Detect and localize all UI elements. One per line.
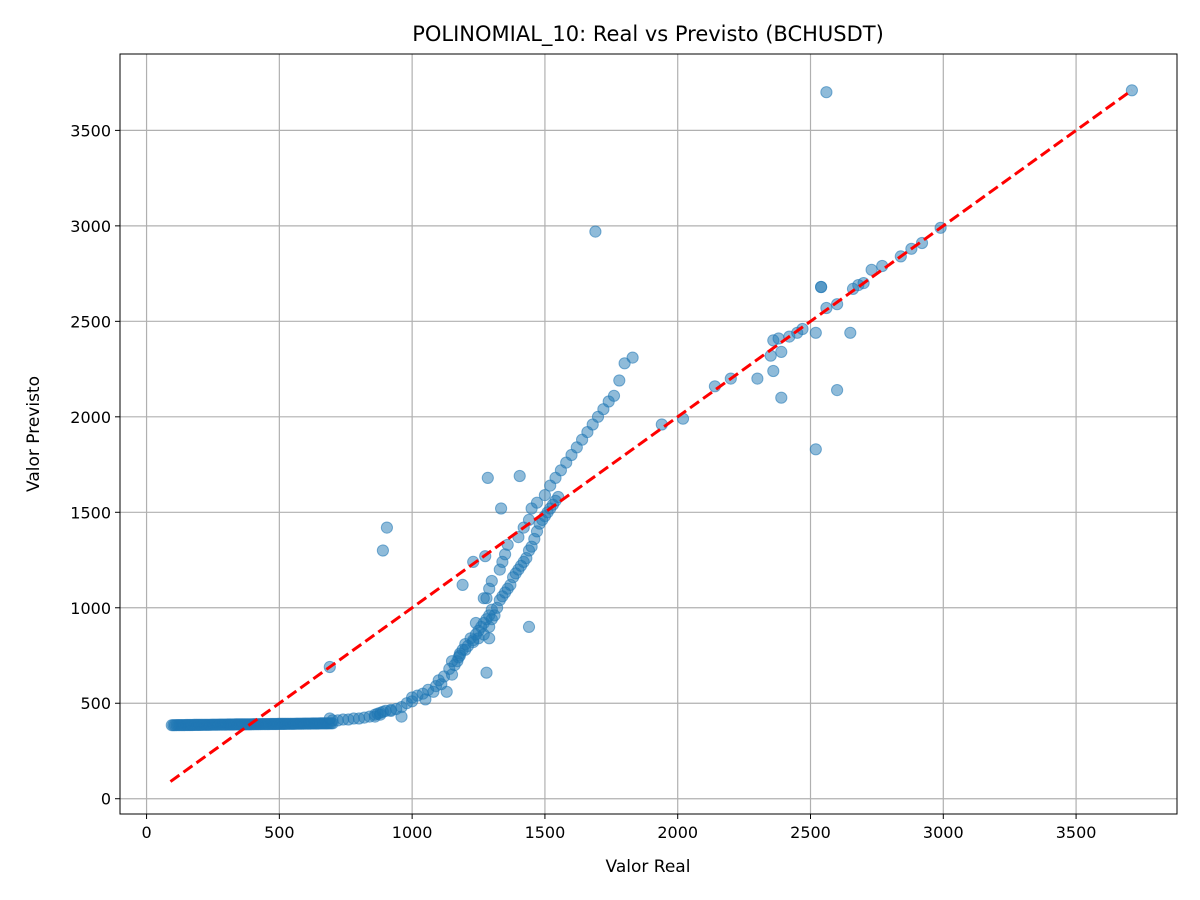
y-tick-label: 1500: [70, 503, 111, 522]
data-point: [589, 225, 602, 238]
y-tick-label: 2500: [70, 312, 111, 331]
data-point: [477, 592, 490, 605]
data-point: [796, 322, 809, 336]
x-axis-ticks: 0 500 1000 1500 2000 2500 3000 3500: [141, 814, 1096, 842]
data-point: [775, 345, 788, 358]
data-point: [809, 443, 822, 456]
y-axis-label: Valor Previsto: [24, 376, 44, 492]
chart-title: POLINOMIAL_10: Real vs Previsto (BCHUSDT…: [412, 22, 884, 47]
x-tick-label: 2000: [657, 823, 698, 842]
y-tick-label: 1000: [70, 599, 111, 618]
reference-line: [169, 89, 1133, 783]
x-tick-label: 3500: [1056, 823, 1097, 842]
data-point: [844, 326, 857, 339]
data-point: [395, 710, 408, 723]
data-point: [485, 574, 498, 588]
x-tick-label: 3000: [923, 823, 964, 842]
grid: [120, 54, 1177, 814]
data-point: [440, 685, 453, 698]
data-point: [380, 521, 393, 534]
data-point: [820, 86, 833, 99]
y-tick-label: 0: [101, 790, 111, 809]
x-axis-label: Valor Real: [606, 857, 691, 877]
reference-line-layer: [169, 89, 1133, 783]
data-point: [626, 351, 639, 364]
data-point: [480, 666, 493, 679]
data-point: [1125, 84, 1139, 97]
data-point: [384, 704, 397, 718]
y-tick-label: 3500: [70, 121, 111, 140]
y-tick-label: 3000: [70, 217, 111, 236]
data-point: [767, 364, 780, 378]
data-point: [376, 544, 389, 557]
data-point: [459, 643, 472, 656]
data-point: [865, 263, 878, 276]
data-point: [607, 389, 621, 402]
x-tick-label: 1500: [525, 823, 566, 842]
data-point: [530, 496, 544, 509]
data-point: [538, 489, 552, 502]
x-tick-label: 0: [141, 823, 151, 842]
y-tick-label: 2000: [70, 408, 111, 427]
x-tick-label: 2500: [790, 823, 831, 842]
x-tick-label: 500: [264, 823, 295, 842]
data-point: [481, 471, 494, 484]
data-point: [469, 616, 482, 630]
data-point: [815, 280, 828, 294]
plot-area-frame: [119, 53, 1178, 815]
data-point: [501, 538, 514, 551]
data-point: [775, 391, 788, 404]
data-point: [809, 326, 822, 339]
data-point: [751, 372, 764, 385]
data-point: [483, 632, 496, 645]
y-axis-ticks: 0 500 1000 1500 2000 2500 3000 3500: [70, 121, 120, 809]
y-tick-label: 500: [80, 694, 111, 713]
data-point: [495, 502, 508, 515]
data-point: [831, 384, 844, 397]
data-point: [456, 578, 469, 592]
data-point: [374, 708, 387, 721]
data-point: [522, 620, 536, 634]
data-point: [323, 712, 336, 725]
x-tick-label: 1000: [392, 823, 433, 842]
data-point: [513, 469, 526, 483]
data-point: [613, 374, 626, 387]
